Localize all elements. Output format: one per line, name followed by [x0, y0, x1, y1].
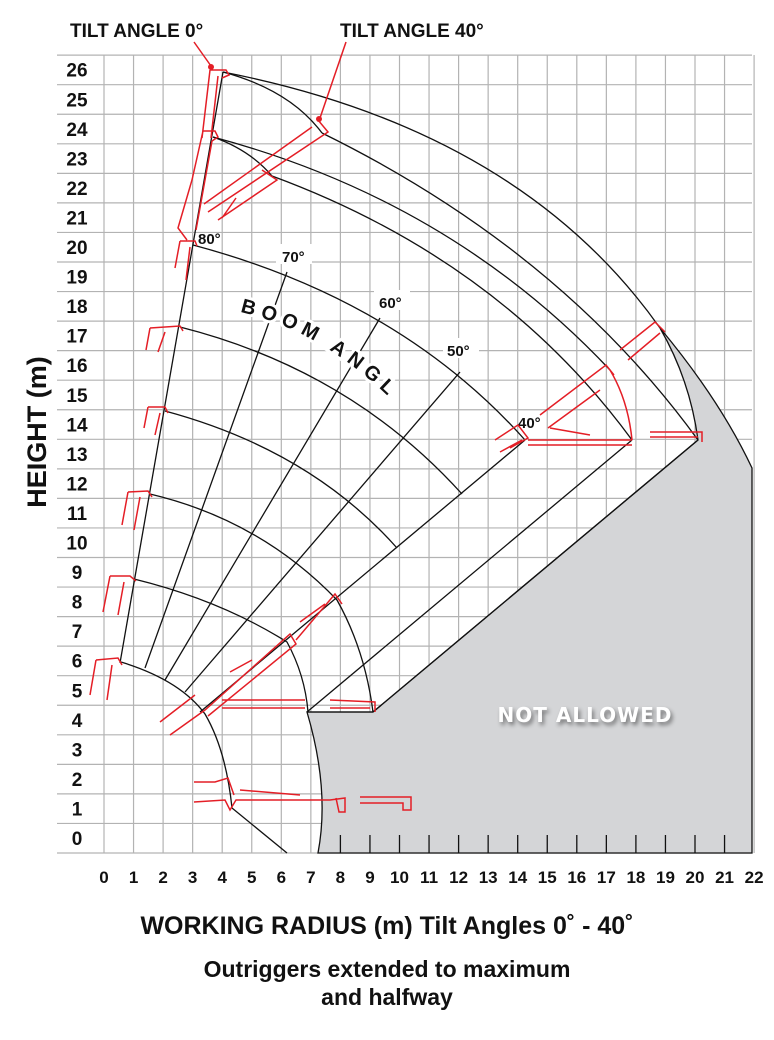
boom-symbol: [193, 777, 412, 813]
x-tick-label: 4: [217, 868, 227, 887]
x-tick-label: 0: [99, 868, 108, 887]
y-tick-label: 16: [66, 356, 87, 377]
y-tick-label: 18: [66, 297, 87, 318]
range-arc: [164, 410, 398, 549]
x-tick-label: 2: [158, 868, 167, 887]
x-tick-label: 14: [508, 868, 527, 887]
y-tick-label: 21: [66, 208, 88, 229]
tilt-40-pointer-dot: [316, 116, 322, 122]
x-tick-label: 1: [129, 868, 138, 887]
y-tick-label: 14: [66, 415, 88, 436]
boom-line-80: [119, 71, 224, 664]
y-tick-label: 26: [66, 61, 87, 82]
boom-symbol-tilt0: [174, 69, 231, 281]
range-arc: [231, 807, 288, 854]
y-tick-label: 25: [66, 90, 88, 111]
y-tick-label: 15: [66, 386, 88, 407]
y-axis-ticks: 0123456789101112131415161718192021222324…: [66, 61, 88, 850]
x-tick-label: 5: [247, 868, 256, 887]
y-tick-label: 7: [72, 622, 83, 643]
x-tick-label: 7: [306, 868, 315, 887]
x-tick-label: 8: [336, 868, 345, 887]
x-axis-title: WORKING RADIUS (m) Tilt Angles 0˚ - 40˚: [140, 912, 634, 940]
y-tick-label: 4: [72, 711, 83, 732]
range-arc: [271, 175, 633, 441]
y-tick-label: 2: [72, 770, 83, 791]
boom-symbol-tilt40: [203, 119, 330, 221]
x-tick-label: 10: [390, 868, 409, 887]
x-tick-label: 11: [420, 868, 438, 887]
tilt-angle-0-label: TILT ANGLE 0°: [70, 21, 203, 42]
range-arcs: [120, 71, 699, 854]
boom-angle-60: 60°: [379, 295, 402, 312]
boom-symbol: [89, 490, 153, 701]
x-tick-label: 9: [365, 868, 374, 887]
x-tick-label: 19: [656, 868, 675, 887]
range-arc: [120, 661, 233, 809]
x-tick-label: 13: [479, 868, 498, 887]
range-arc: [192, 244, 526, 441]
y-tick-label: 17: [66, 327, 87, 348]
y-tick-label: 19: [66, 268, 87, 289]
range-arc: [321, 132, 699, 441]
y-tick-label: 22: [66, 179, 87, 200]
x-axis-ticks: 0 1 2 3 4 5 6 7 8 9 10 11 12 13 14 15 16 17 18 19 20 21 22: [99, 868, 763, 887]
x-tick-label: 15: [538, 868, 557, 887]
x-tick-label: 16: [567, 868, 586, 887]
x-tick-label: 3: [188, 868, 197, 887]
range-arc: [149, 493, 374, 713]
y-tick-label: 10: [66, 534, 87, 555]
x-tick-label: 18: [626, 868, 645, 887]
boom-line-40-ext: [372, 439, 699, 713]
boom-symbol: [159, 592, 376, 736]
y-tick-label: 5: [72, 681, 83, 702]
y-tick-label: 23: [66, 149, 87, 170]
boom-angle-80: 80°: [198, 231, 221, 248]
tilt-0-pointer: [193, 41, 212, 67]
boom-line-50: [184, 371, 461, 693]
y-tick-label: 9: [72, 563, 83, 584]
zone-ticks: [339, 835, 726, 853]
boom-symbols: [89, 69, 703, 813]
boom-angle-40: 40°: [518, 415, 541, 432]
range-arc: [179, 326, 463, 495]
range-arc: [212, 136, 611, 371]
range-arc: [222, 71, 323, 134]
x-tick-label: 6: [277, 868, 286, 887]
y-tick-label: 0: [72, 829, 83, 850]
y-tick-label: 3: [72, 740, 83, 761]
y-tick-label: 13: [66, 445, 87, 466]
x-tick-label: 17: [597, 868, 616, 887]
y-axis-title: HEIGHT (m): [22, 356, 52, 508]
y-tick-label: 24: [66, 120, 88, 141]
footer-line-2: and halfway: [321, 984, 453, 1010]
boom-symbol: [494, 320, 703, 453]
tilt-pointers: [193, 41, 347, 122]
boom-angle-70: 70°: [282, 249, 305, 266]
range-arc: [133, 578, 309, 713]
boom-angle-50: 50°: [447, 343, 470, 360]
x-tick-label: 22: [745, 868, 764, 887]
boom-symbol: [143, 325, 184, 436]
tilt-angle-40-label: TILT ANGLE 40°: [340, 21, 484, 42]
y-tick-label: 8: [72, 593, 83, 614]
x-tick-label: 12: [449, 868, 468, 887]
y-tick-label: 20: [66, 238, 87, 259]
x-tick-label: 20: [686, 868, 705, 887]
not-allowed-zone: [306, 327, 753, 854]
tilt-40-pointer: [319, 41, 347, 119]
boom-line-70: [144, 271, 288, 669]
y-tick-label: 1: [72, 799, 83, 820]
y-tick-label: 6: [72, 652, 83, 673]
boom-line-60: [164, 317, 381, 681]
tilt-0-pointer-dot: [208, 64, 214, 70]
footer-line-1: Outriggers extended to maximum: [203, 956, 571, 982]
boom-line-40-ext: [306, 439, 633, 713]
range-arc: [222, 71, 661, 329]
x-tick-label: 21: [715, 868, 734, 887]
y-tick-label: 12: [66, 474, 87, 495]
y-tick-label: 11: [67, 504, 88, 525]
not-allowed-label: NOT ALLOWED: [498, 703, 673, 727]
